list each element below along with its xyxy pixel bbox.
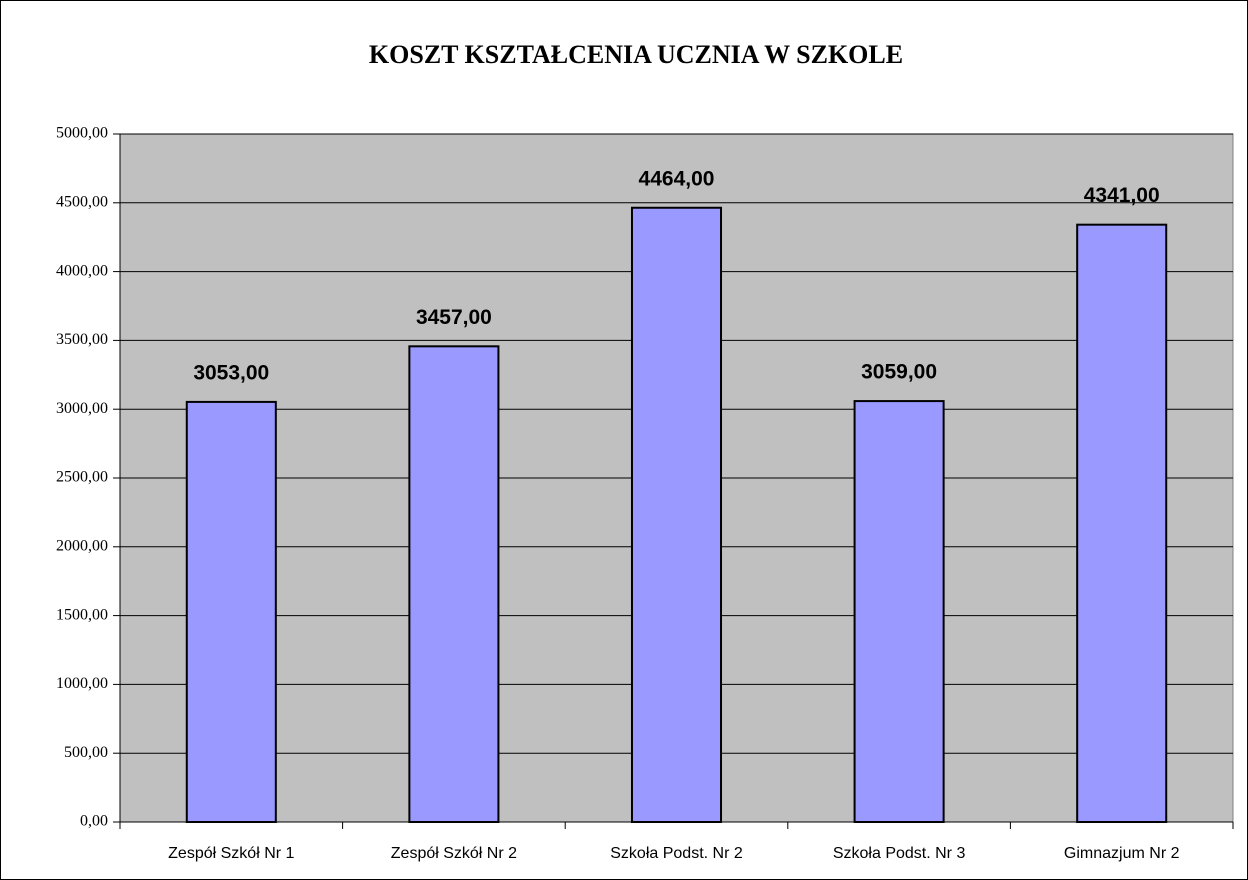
x-tick-label: Szkoła Podst. Nr 3	[833, 845, 966, 862]
x-tick-label: Zespół Szkół Nr 1	[168, 845, 294, 862]
data-label: 3053,00	[193, 361, 269, 384]
bar	[408, 345, 500, 823]
x-tick-label: Zespół Szkół Nr 2	[391, 845, 517, 862]
data-label: 3059,00	[861, 361, 937, 384]
y-tick-label: 1500,00	[56, 606, 108, 623]
bar	[853, 400, 945, 823]
y-tick-label: 0,00	[80, 813, 108, 830]
x-tick-label: Gimnazjum Nr 2	[1064, 845, 1180, 862]
data-label: 4464,00	[639, 167, 715, 190]
bar	[1076, 223, 1168, 823]
y-tick-label: 1000,00	[56, 675, 108, 692]
y-tick-label: 3000,00	[56, 400, 108, 417]
y-tick-label: 5000,00	[56, 125, 108, 142]
bar	[630, 206, 723, 823]
y-tick-label: 3500,00	[56, 331, 108, 348]
y-tick-label: 4500,00	[56, 193, 108, 210]
data-label: 4341,00	[1084, 184, 1160, 207]
x-tick-label: Szkoła Podst. Nr 2	[610, 845, 743, 862]
y-tick-label: 4000,00	[56, 262, 108, 279]
y-tick-label: 500,00	[64, 744, 108, 761]
data-label: 3457,00	[416, 306, 492, 329]
chart-title: KOSZT KSZTAŁCENIA UCZNIA W SZKOLE	[369, 40, 903, 69]
y-tick-label: 2500,00	[56, 469, 108, 486]
bar	[185, 400, 277, 823]
y-tick-label: 2000,00	[56, 537, 108, 554]
